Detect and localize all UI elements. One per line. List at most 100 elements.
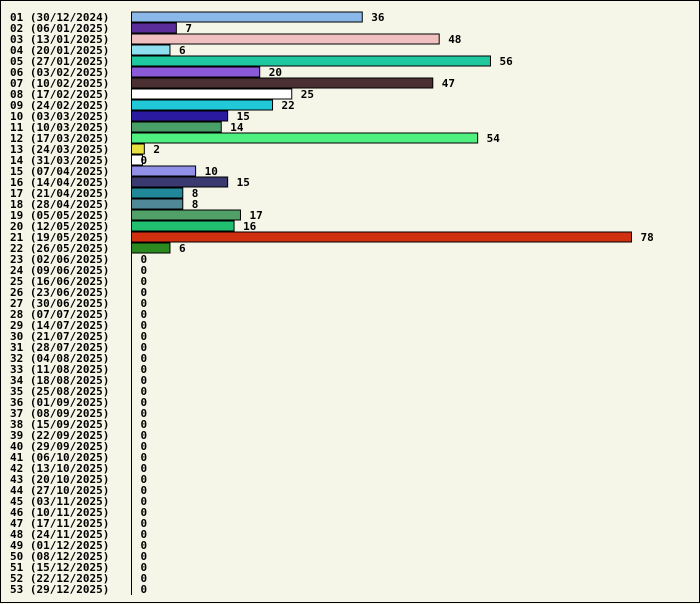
value-label: 0 (141, 517, 148, 530)
value-label: 20 (269, 66, 282, 79)
value-label: 0 (141, 440, 148, 453)
category-label: 50 (08/12/2025) (10, 550, 109, 563)
value-label: 56 (499, 55, 513, 68)
value-label: 0 (141, 253, 148, 266)
category-label: 48 (24/11/2025) (10, 528, 109, 541)
bar (131, 44, 171, 56)
bar (131, 154, 143, 166)
category-label: 18 (28/04/2025) (10, 198, 109, 211)
value-label: 15 (237, 176, 250, 189)
value-label: 0 (141, 286, 148, 299)
value-label: 0 (141, 539, 148, 552)
category-label: 21 (19/05/2025) (10, 231, 109, 244)
category-label: 12 (17/03/2025) (10, 132, 109, 145)
value-label: 48 (448, 33, 461, 46)
bar (131, 165, 197, 177)
category-label: 52 (22/12/2025) (10, 572, 109, 585)
category-label: 19 (05/05/2025) (10, 209, 109, 222)
value-label: 0 (141, 561, 148, 574)
bar (131, 121, 222, 133)
category-label: 45 (03/11/2025) (10, 495, 109, 508)
bar (131, 176, 229, 188)
value-label: 78 (641, 231, 654, 244)
category-label: 26 (23/06/2025) (10, 286, 109, 299)
bar (131, 143, 145, 155)
bar (131, 66, 261, 78)
bar (131, 187, 184, 199)
category-label: 17 (21/04/2025) (10, 187, 109, 200)
value-label: 17 (249, 209, 262, 222)
value-label: 0 (141, 550, 148, 563)
value-label: 0 (141, 154, 148, 167)
value-label: 0 (141, 484, 148, 497)
value-label: 0 (141, 418, 148, 431)
value-label: 14 (230, 121, 244, 134)
value-label: 0 (141, 506, 148, 519)
value-label: 2 (153, 143, 160, 156)
value-label: 6 (179, 44, 186, 57)
category-label: 43 (20/10/2025) (10, 473, 109, 486)
category-labels-group: 01 (30/12/2024)02 (06/01/2025)03 (13/01/… (10, 11, 109, 596)
category-label: 42 (13/10/2025) (10, 462, 109, 475)
value-label: 36 (371, 11, 385, 24)
category-label: 15 (07/04/2025) (10, 165, 109, 178)
category-label: 07 (10/02/2025) (10, 77, 109, 90)
category-label: 24 (09/06/2025) (10, 264, 109, 277)
value-label: 0 (141, 407, 148, 420)
bar (131, 231, 632, 243)
category-label: 02 (06/01/2025) (10, 22, 109, 35)
value-label: 0 (141, 330, 148, 343)
category-label: 04 (20/01/2025) (10, 44, 109, 57)
category-label: 32 (04/08/2025) (10, 352, 109, 365)
value-label: 0 (141, 473, 148, 486)
category-label: 22 (26/05/2025) (10, 242, 109, 255)
category-label: 29 (14/07/2025) (10, 319, 109, 332)
value-label: 0 (141, 275, 148, 288)
category-label: 31 (28/07/2025) (10, 341, 109, 354)
value-label: 0 (141, 396, 148, 409)
value-label: 22 (282, 99, 295, 112)
category-label: 46 (10/11/2025) (10, 506, 109, 519)
value-label: 0 (141, 319, 148, 332)
bar (131, 242, 171, 254)
value-label: 0 (141, 583, 148, 596)
category-label: 11 (10/03/2025) (10, 121, 109, 134)
value-label: 0 (141, 374, 148, 387)
category-label: 10 (03/03/2025) (10, 110, 109, 123)
category-label: 34 (18/08/2025) (10, 374, 109, 387)
category-label: 16 (14/04/2025) (10, 176, 109, 189)
value-label: 0 (141, 297, 148, 310)
value-label: 0 (141, 528, 148, 541)
value-label: 0 (141, 385, 148, 398)
value-label: 0 (141, 572, 148, 585)
category-label: 40 (29/09/2025) (10, 440, 109, 453)
category-label: 20 (12/05/2025) (10, 220, 109, 233)
value-label: 0 (141, 363, 148, 376)
category-label: 38 (15/09/2025) (10, 418, 109, 431)
category-label: 01 (30/12/2024) (10, 11, 109, 24)
value-label: 0 (141, 264, 148, 277)
category-label: 51 (15/12/2025) (10, 561, 109, 574)
bar (131, 132, 479, 144)
category-label: 09 (24/02/2025) (10, 99, 109, 112)
category-label: 13 (24/03/2025) (10, 143, 109, 156)
value-label: 47 (442, 77, 455, 90)
value-label: 0 (141, 462, 148, 475)
category-label: 47 (17/11/2025) (10, 517, 109, 530)
category-label: 03 (13/01/2025) (10, 33, 109, 46)
category-label: 41 (06/10/2025) (10, 451, 109, 464)
category-label: 36 (01/09/2025) (10, 396, 109, 409)
value-label: 10 (205, 165, 218, 178)
bar (131, 88, 293, 100)
value-label: 15 (237, 110, 250, 123)
bar (131, 198, 184, 210)
bar (131, 11, 363, 23)
category-label: 08 (17/02/2025) (10, 88, 109, 101)
bar (131, 22, 177, 34)
value-label: 0 (141, 352, 148, 365)
value-label: 54 (487, 132, 501, 145)
bars-group (131, 11, 632, 254)
category-label: 14 (31/03/2025) (10, 154, 109, 167)
